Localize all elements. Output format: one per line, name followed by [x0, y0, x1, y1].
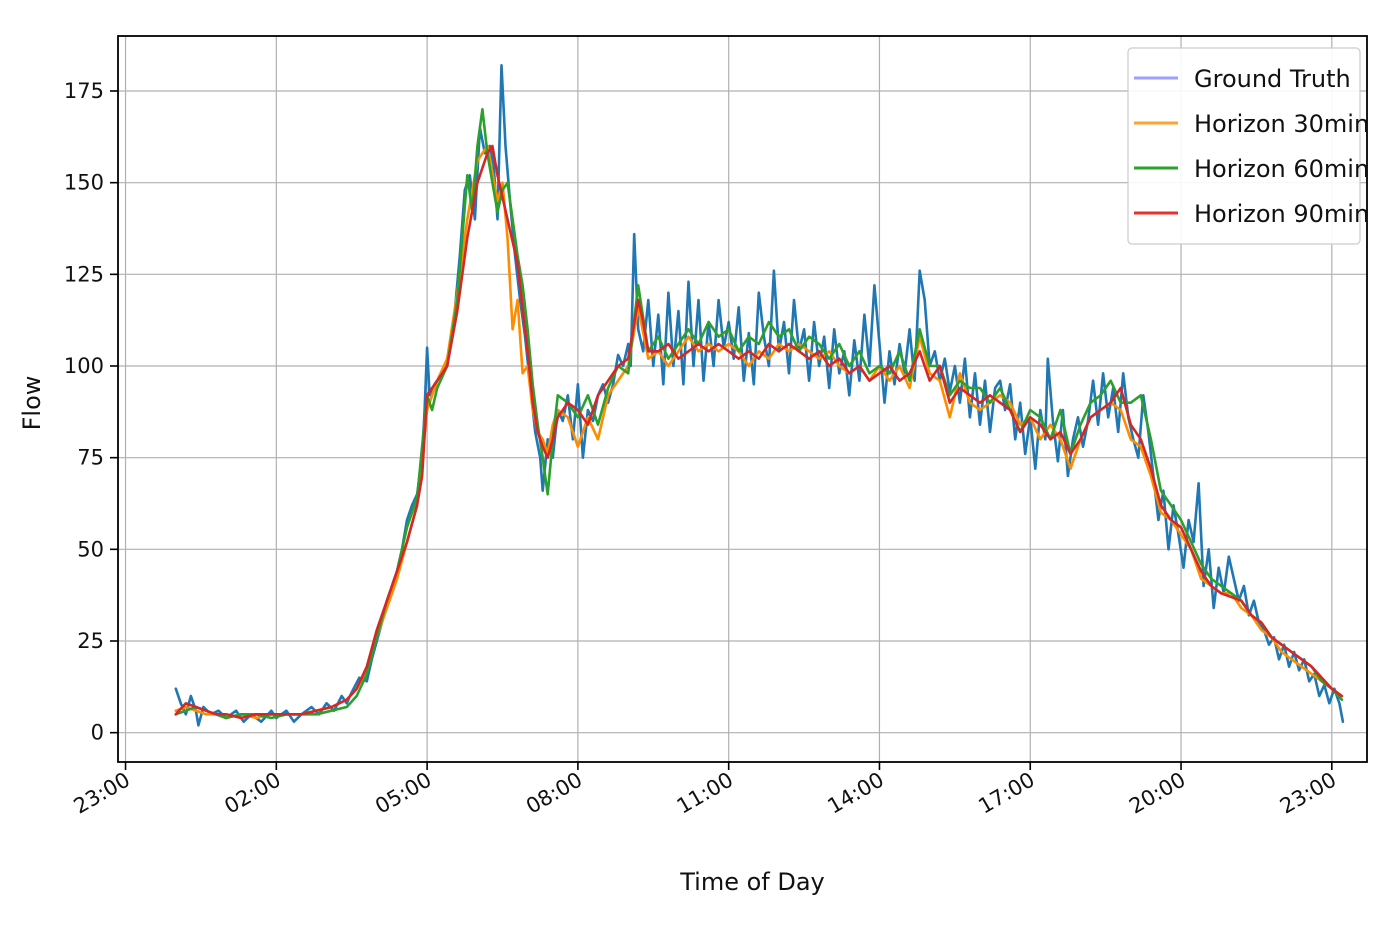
plot-frame	[117, 35, 1368, 763]
x-tick-label: 17:00	[974, 768, 1038, 819]
x-tick-label: 23:00	[1276, 768, 1340, 819]
series-line-horizon-90	[174, 144, 1344, 720]
legend-entry-label: Horizon 60min	[1194, 155, 1369, 183]
series-layer	[174, 64, 1345, 727]
legend: Ground Truth Horizon 30min Horizon 60min Ho…	[1127, 47, 1369, 245]
x-tick-label: 20:00	[1125, 768, 1189, 819]
y-tick-label: 150	[64, 171, 104, 195]
y-axis: 0 25 50 75 100 125 150 175	[64, 79, 118, 745]
y-axis-label: Flow	[18, 376, 46, 431]
legend-entry-label: Horizon 30min	[1194, 110, 1369, 138]
series-line-horizon-60	[174, 108, 1344, 720]
y-tick-label: 50	[77, 537, 104, 561]
y-tick-label: 100	[64, 354, 104, 378]
x-tick-label: 11:00	[673, 768, 737, 819]
x-tick-label: 08:00	[522, 768, 586, 819]
y-tick-label: 175	[64, 79, 104, 103]
y-tick-label: 0	[91, 721, 104, 745]
x-axis: 23:00 02:00 05:00 08:00 11:00 14:00 17:00 20:00…	[70, 762, 1340, 819]
x-tick-label: 23:00	[70, 768, 134, 819]
y-tick-label: 25	[77, 629, 104, 653]
x-tick-label: 14:00	[824, 768, 888, 819]
y-tick-label: 125	[64, 262, 104, 286]
x-tick-label: 05:00	[371, 768, 435, 819]
legend-box	[1127, 47, 1361, 245]
y-tick-label: 75	[77, 446, 104, 470]
legend-entry-label: Horizon 90min	[1194, 200, 1369, 228]
x-tick-label: 02:00	[220, 768, 284, 819]
x-axis-label: Time of Day	[679, 868, 825, 896]
legend-entry-label: Ground Truth	[1194, 65, 1351, 93]
